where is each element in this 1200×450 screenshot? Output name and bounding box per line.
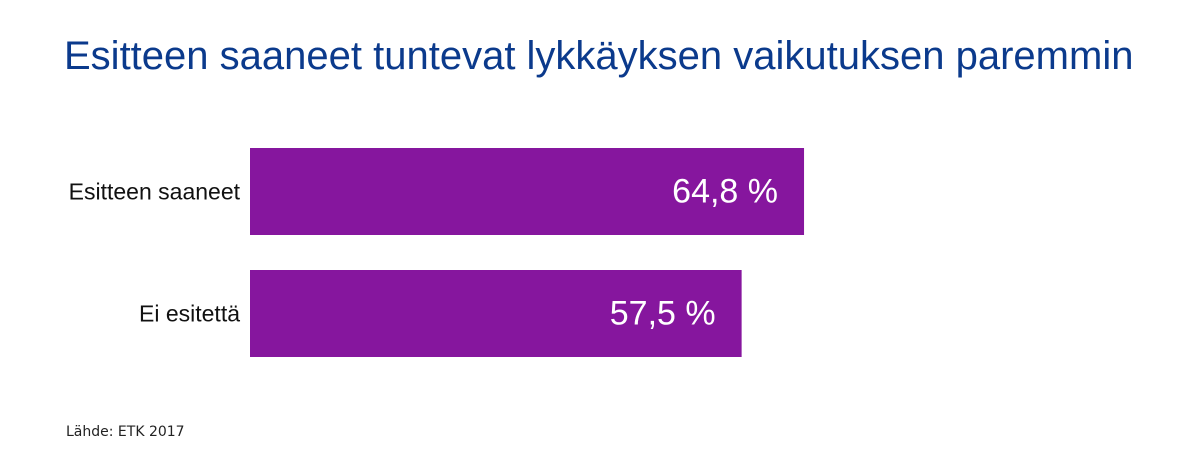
value-label-1: 57,5 % [610,295,716,333]
source-note: Lähde: ETK 2017 [66,424,185,440]
value-label-0: 64,8 % [672,173,778,211]
bar-1 [250,270,742,357]
bar-0 [250,148,805,235]
category-label-1: Ei esitettä [139,301,240,327]
chart-title: Esitteen saaneet tuntevat lykkäyksen vai… [64,34,1134,78]
category-label-0: Esitteen saaneet [69,179,241,205]
